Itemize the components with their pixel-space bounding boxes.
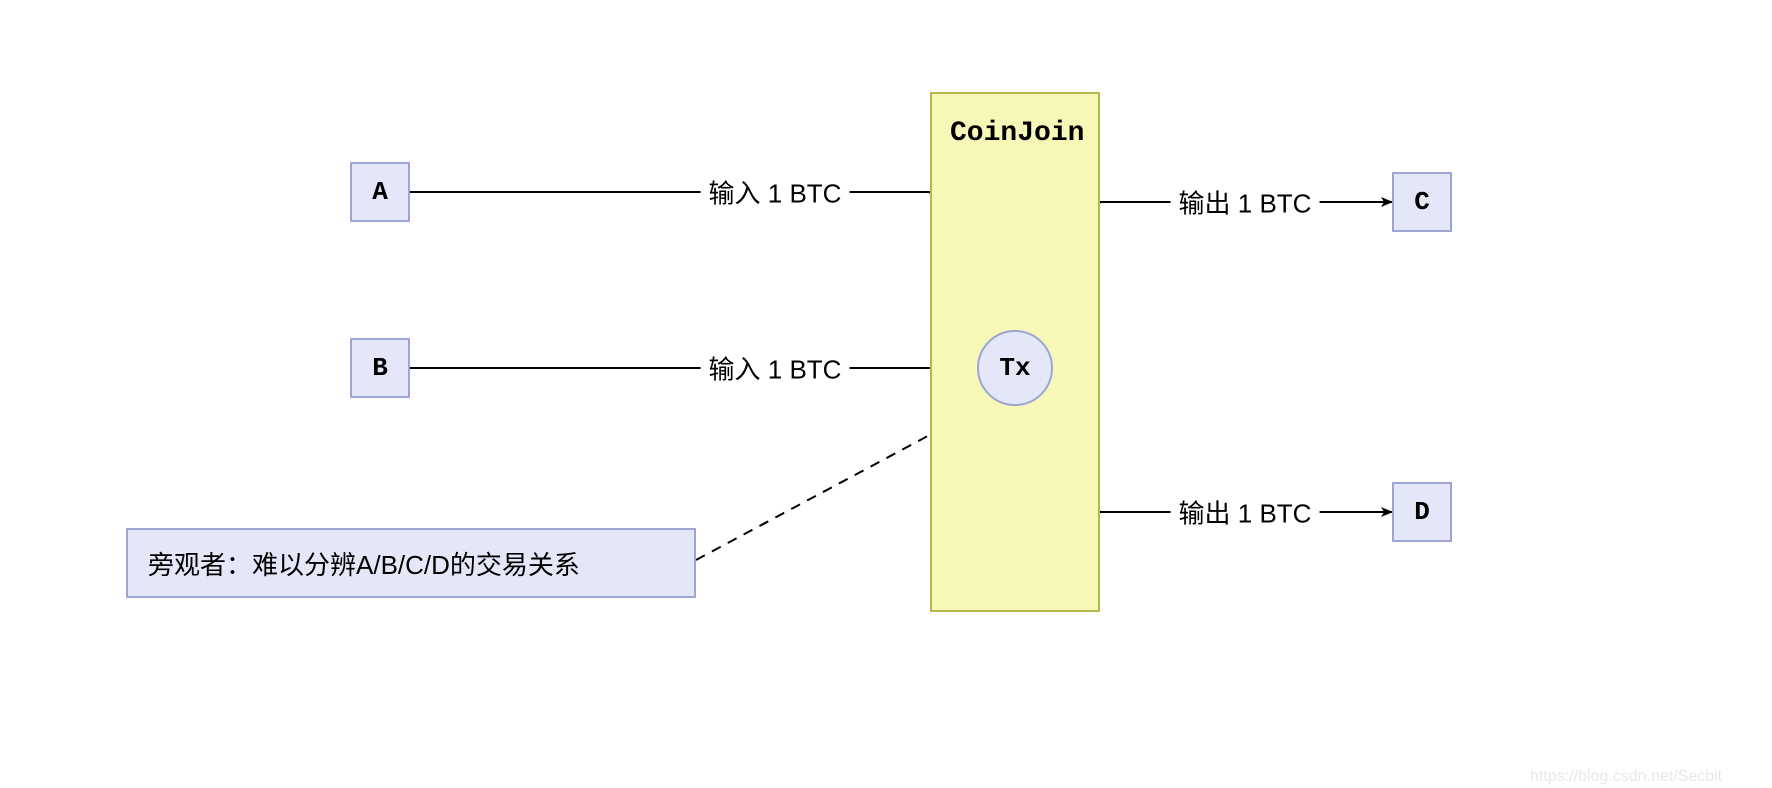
node-d: D	[1392, 482, 1452, 542]
observer-note: 旁观者：难以分辨A/B/C/D的交易关系	[126, 528, 696, 598]
node-c-label: C	[1414, 187, 1430, 217]
edge-label-B-in: 输入 1 BTC	[701, 350, 850, 387]
node-a: A	[350, 162, 410, 222]
coinjoin-title: CoinJoin	[950, 118, 1084, 149]
node-tx: Tx	[977, 330, 1053, 406]
node-b-label: B	[372, 353, 388, 383]
observer-text: 旁观者：难以分辨A/B/C/D的交易关系	[148, 545, 580, 582]
node-b: B	[350, 338, 410, 398]
edges-layer	[0, 0, 1772, 788]
node-tx-label: Tx	[999, 353, 1030, 383]
diagram-canvas: CoinJoin A B C D Tx 旁观者：难以分辨A/B/C/D的交易关系…	[0, 0, 1772, 788]
watermark: https://blog.csdn.net/Secbit	[1530, 768, 1722, 786]
edge-label-A-in: 输入 1 BTC	[701, 174, 850, 211]
edge-label-out-C: 输出 1 BTC	[1171, 184, 1320, 221]
node-d-label: D	[1414, 497, 1430, 527]
edge-label-out-D: 输出 1 BTC	[1171, 494, 1320, 531]
node-a-label: A	[372, 177, 388, 207]
node-c: C	[1392, 172, 1452, 232]
